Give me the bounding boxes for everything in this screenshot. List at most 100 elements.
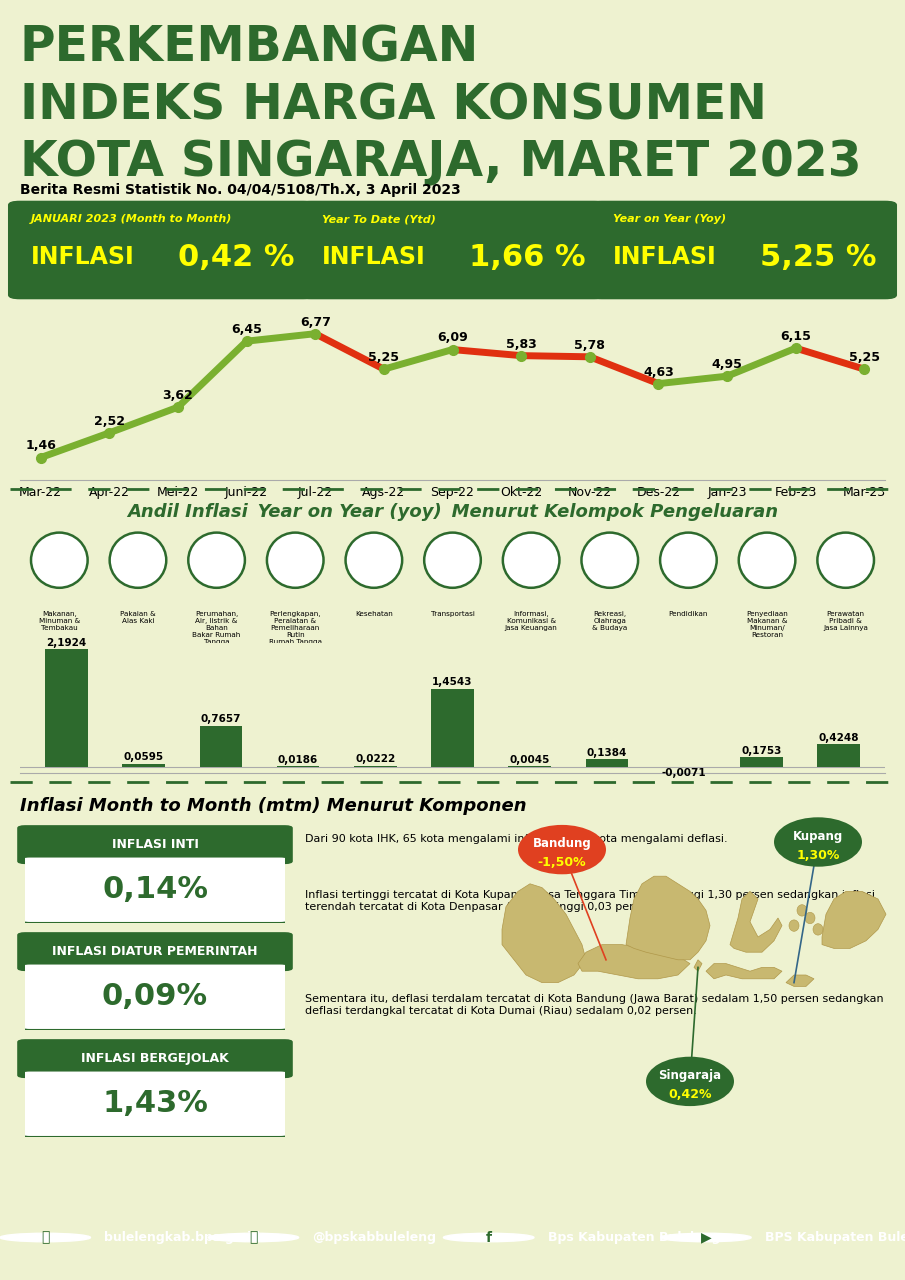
Ellipse shape [188,532,245,588]
Ellipse shape [346,532,402,588]
Text: Informasi,
Komunikasi &
Jasa Keuangan: Informasi, Komunikasi & Jasa Keuangan [505,611,557,631]
Text: INFLASI: INFLASI [322,246,426,269]
Text: INFLASI DIATUR PEMERINTAH: INFLASI DIATUR PEMERINTAH [52,945,258,959]
Text: INDEKS HARGA KONSUMEN: INDEKS HARGA KONSUMEN [20,82,767,129]
Text: 0,14%: 0,14% [102,876,208,904]
Text: Perlengkapan,
Peralatan &
Pemeliharaan
Rutin
Rumah Tangga: Perlengkapan, Peralatan & Pemeliharaan R… [269,611,321,645]
Text: 2,1924: 2,1924 [46,637,87,648]
FancyBboxPatch shape [300,201,605,298]
Circle shape [208,1233,299,1242]
Ellipse shape [518,824,606,874]
Text: 1,43%: 1,43% [102,1089,208,1119]
Ellipse shape [646,1057,734,1106]
Text: 1,4543: 1,4543 [433,677,472,687]
Polygon shape [822,891,886,948]
Text: f: f [486,1230,491,1244]
Text: Andil Inflasi  Year on Year (yoy)  Menurut Kelompok Pengeluaran: Andil Inflasi Year on Year (yoy) Menurut… [127,503,778,521]
FancyBboxPatch shape [17,826,293,864]
Text: 0,0186: 0,0186 [278,755,319,764]
Ellipse shape [813,924,823,936]
Text: 0,1753: 0,1753 [741,746,782,756]
Text: 0,7657: 0,7657 [201,714,241,724]
Text: Makanan,
Minuman &
Tembakau: Makanan, Minuman & Tembakau [39,611,80,631]
Text: Bps Kabupaten Buleleng: Bps Kabupaten Buleleng [548,1231,719,1244]
Circle shape [661,1233,751,1242]
Text: Rekreasi,
Olahraga
& Budaya: Rekreasi, Olahraga & Budaya [592,611,627,631]
Bar [200,726,242,767]
FancyBboxPatch shape [20,1070,291,1137]
Polygon shape [694,960,702,972]
Text: 1,30%: 1,30% [796,849,840,861]
Text: 0,4248: 0,4248 [818,733,859,742]
Ellipse shape [267,532,323,588]
Polygon shape [730,891,782,952]
Text: -0,0071: -0,0071 [662,768,707,778]
Polygon shape [502,883,586,983]
Text: 📸: 📸 [249,1230,258,1244]
Bar [817,744,860,767]
Text: Inflasi Month to Month (mtm) Menurut Komponen: Inflasi Month to Month (mtm) Menurut Kom… [20,797,527,815]
Text: 3,62: 3,62 [163,389,194,402]
Text: 4,95: 4,95 [711,358,742,371]
Text: BPS Kabupaten Buleleng: BPS Kabupaten Buleleng [765,1231,905,1244]
Text: Penyediaan
Makanan &
Minuman/
Restoran: Penyediaan Makanan & Minuman/ Restoran [746,611,788,637]
Ellipse shape [805,913,815,924]
Text: Year To Date (Ytd): Year To Date (Ytd) [322,214,436,224]
Text: Pendidikan: Pendidikan [669,611,708,617]
Circle shape [0,1233,90,1242]
Text: 0,42 %: 0,42 % [178,243,294,271]
Text: Sementara itu, deflasi terdalam tercatat di Kota Bandung (Jawa Barat) sedalam 1,: Sementara itu, deflasi terdalam tercatat… [305,995,883,1016]
Text: @bpskabbuleleng: @bpskabbuleleng [312,1231,436,1244]
Text: Perawatan
Pribadi &
Jasa Lainnya: Perawatan Pribadi & Jasa Lainnya [824,611,868,631]
Text: PERKEMBANGAN: PERKEMBANGAN [20,24,480,72]
Bar [122,763,165,767]
Polygon shape [578,945,690,979]
FancyBboxPatch shape [9,201,314,298]
Text: 5,78: 5,78 [575,339,605,352]
Text: -1,50%: -1,50% [538,856,586,869]
FancyBboxPatch shape [17,932,293,972]
Text: Singaraja: Singaraja [659,1069,721,1082]
Text: 4,63: 4,63 [643,366,674,379]
Text: 1,46: 1,46 [25,439,56,452]
Text: INFLASI: INFLASI [614,246,717,269]
Text: Pakaian &
Alas Kaki: Pakaian & Alas Kaki [120,611,156,623]
Text: 2,52: 2,52 [94,415,125,428]
Ellipse shape [31,532,88,588]
Bar [45,649,88,767]
FancyBboxPatch shape [20,856,291,923]
Text: 6,09: 6,09 [437,332,468,344]
FancyBboxPatch shape [591,201,896,298]
Text: Perumahan,
Air, listrik &
Bahan
Bakar Rumah
Tangga: Perumahan, Air, listrik & Bahan Bakar Ru… [193,611,241,645]
Text: bulelengkab.bps.go.id: bulelengkab.bps.go.id [104,1231,261,1244]
Text: INFLASI INTI: INFLASI INTI [111,838,198,851]
Bar [740,758,783,767]
Text: KOTA SINGARAJA, MARET 2023: KOTA SINGARAJA, MARET 2023 [20,137,862,186]
Text: Berita Resmi Statistik No. 04/04/5108/Th.X, 3 April 2023: Berita Resmi Statistik No. 04/04/5108/Th… [20,183,461,197]
Text: 0,09%: 0,09% [102,982,208,1011]
Text: 5,25: 5,25 [849,351,880,364]
Text: INFLASI BERGEJOLAK: INFLASI BERGEJOLAK [81,1052,229,1065]
Polygon shape [706,964,782,979]
Text: Kupang: Kupang [793,829,843,842]
Ellipse shape [660,532,717,588]
Ellipse shape [738,532,795,588]
Text: 6,77: 6,77 [300,316,330,329]
FancyBboxPatch shape [17,1039,293,1078]
Text: Year on Year (Yoy): Year on Year (Yoy) [614,214,727,224]
Bar [586,759,628,767]
FancyBboxPatch shape [20,964,291,1030]
Circle shape [443,1233,534,1242]
Text: 6,15: 6,15 [780,330,811,343]
Ellipse shape [817,532,874,588]
Text: INFLASI: INFLASI [32,246,135,269]
Text: 1,66 %: 1,66 % [469,243,586,271]
Text: ▶: ▶ [700,1230,711,1244]
Text: Bandung: Bandung [533,837,591,850]
Text: 0,0222: 0,0222 [355,754,395,764]
Ellipse shape [789,920,799,932]
Text: 0,0595: 0,0595 [123,753,164,763]
Text: Inflasi tertinggi tercatat di Kota Kupang (Nusa Tenggara Timur) setinggi 1,30 pe: Inflasi tertinggi tercatat di Kota Kupan… [305,891,875,911]
Ellipse shape [797,905,807,916]
Text: Kesehatan: Kesehatan [355,611,393,617]
